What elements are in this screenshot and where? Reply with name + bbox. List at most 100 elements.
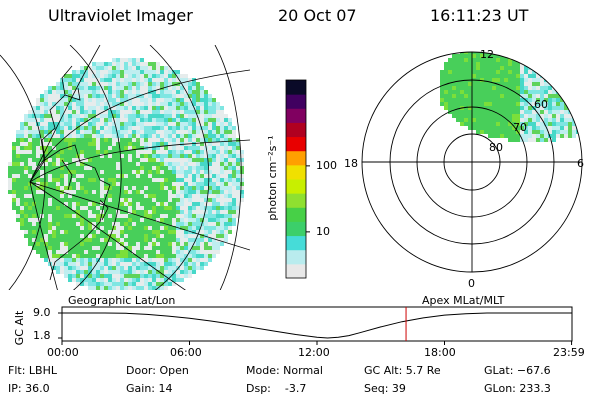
emission-pixel	[168, 174, 172, 178]
emission-pixel	[32, 106, 36, 110]
emission-pixel	[168, 106, 172, 110]
emission-pixel	[224, 206, 228, 210]
emission-pixel	[200, 226, 204, 230]
emission-pixel	[96, 262, 100, 266]
emission-pixel	[172, 82, 176, 86]
emission-pixel	[232, 214, 236, 218]
emission-pixel	[156, 122, 160, 126]
emission-pixel	[132, 206, 136, 210]
emission-pixel	[496, 134, 500, 138]
emission-pixel	[208, 110, 212, 114]
emission-pixel	[240, 150, 244, 154]
emission-pixel	[60, 238, 64, 242]
emission-pixel	[120, 146, 124, 150]
emission-pixel	[472, 54, 476, 58]
emission-pixel	[72, 166, 76, 170]
emission-pixel	[60, 154, 64, 158]
emission-pixel	[164, 262, 168, 266]
emission-pixel	[200, 102, 204, 106]
emission-pixel	[532, 98, 536, 102]
emission-pixel	[576, 106, 580, 110]
emission-pixel	[472, 52, 476, 54]
emission-pixel	[112, 58, 116, 62]
emission-pixel	[192, 170, 196, 174]
emission-pixel	[36, 178, 40, 182]
emission-pixel	[72, 126, 76, 130]
emission-pixel	[100, 270, 104, 274]
emission-pixel	[28, 194, 32, 198]
emission-pixel	[556, 86, 560, 90]
emission-pixel	[164, 270, 168, 274]
emission-pixel	[92, 114, 96, 118]
emission-pixel	[204, 246, 208, 250]
emission-pixel	[568, 90, 572, 94]
emission-pixel	[32, 206, 36, 210]
emission-pixel	[524, 74, 528, 78]
emission-pixel	[52, 246, 56, 250]
emission-pixel	[176, 98, 180, 102]
emission-pixel	[48, 230, 52, 234]
emission-pixel	[92, 242, 96, 246]
emission-pixel	[96, 66, 100, 70]
emission-pixel	[68, 210, 72, 214]
emission-pixel	[100, 214, 104, 218]
emission-pixel	[24, 194, 28, 198]
emission-pixel	[524, 54, 528, 58]
emission-pixel	[204, 170, 208, 174]
emission-pixel	[468, 98, 472, 102]
emission-pixel	[484, 58, 488, 62]
emission-pixel	[148, 170, 152, 174]
emission-pixel	[140, 146, 144, 150]
emission-pixel	[524, 86, 528, 90]
emission-pixel	[216, 134, 220, 138]
emission-pixel	[120, 258, 124, 262]
emission-pixel	[216, 242, 220, 246]
emission-pixel	[64, 174, 68, 178]
emission-pixel	[520, 126, 524, 130]
emission-pixel	[156, 274, 160, 278]
emission-pixel	[188, 146, 192, 150]
emission-pixel	[160, 166, 164, 170]
emission-pixel	[492, 122, 496, 126]
emission-pixel	[140, 170, 144, 174]
emission-pixel	[140, 230, 144, 234]
emission-pixel	[200, 190, 204, 194]
emission-pixel	[200, 206, 204, 210]
emission-pixel	[124, 66, 128, 70]
emission-pixel	[172, 222, 176, 226]
emission-pixel	[196, 230, 200, 234]
emission-pixel	[452, 54, 456, 58]
emission-pixel	[72, 102, 76, 106]
emission-pixel	[64, 138, 68, 142]
emission-pixel	[180, 74, 184, 78]
emission-pixel	[560, 66, 564, 70]
emission-pixel	[584, 122, 588, 126]
emission-pixel	[228, 118, 232, 122]
emission-pixel	[208, 194, 212, 198]
emission-pixel	[128, 138, 132, 142]
emission-pixel	[108, 74, 112, 78]
emission-pixel	[156, 102, 160, 106]
emission-pixel	[536, 130, 540, 134]
emission-pixel	[160, 234, 164, 238]
emission-pixel	[108, 110, 112, 114]
emission-pixel	[80, 118, 84, 122]
emission-pixel	[488, 110, 492, 114]
emission-pixel	[44, 178, 48, 182]
emission-pixel	[168, 206, 172, 210]
emission-pixel	[148, 114, 152, 118]
emission-pixel	[536, 58, 540, 62]
emission-pixel	[520, 74, 524, 78]
emission-pixel	[112, 266, 116, 270]
emission-pixel	[64, 86, 68, 90]
emission-pixel	[88, 174, 92, 178]
emission-pixel	[100, 122, 104, 126]
emission-pixel	[492, 70, 496, 74]
emission-pixel	[88, 190, 92, 194]
emission-pixel	[136, 150, 140, 154]
emission-pixel	[144, 214, 148, 218]
emission-pixel	[152, 138, 156, 142]
emission-pixel	[220, 206, 224, 210]
emission-pixel	[52, 258, 56, 262]
emission-pixel	[124, 282, 128, 286]
